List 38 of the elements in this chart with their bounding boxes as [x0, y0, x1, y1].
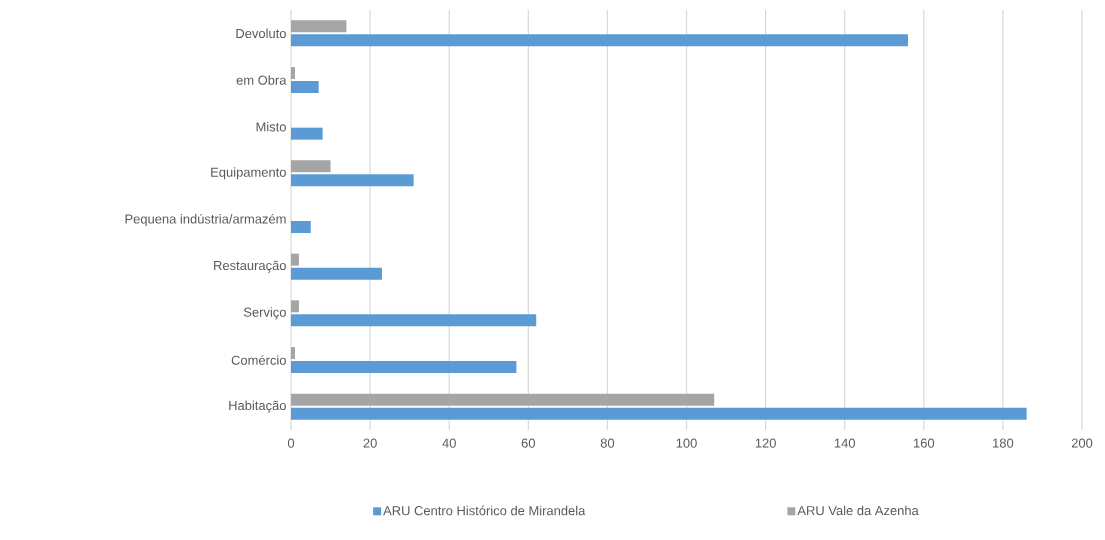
- bar: [291, 20, 347, 33]
- x-tick-label: 80: [600, 438, 615, 448]
- legend-label: ARU Vale da Azenha: [797, 505, 919, 516]
- x-tick-label: 140: [834, 438, 856, 448]
- y-tick-label: Pequena indústria/armazém: [125, 213, 286, 227]
- legend-label: ARU Centro Histórico de Mirandela: [383, 505, 586, 516]
- x-tick-label: 20: [363, 438, 377, 448]
- bar: [291, 34, 908, 47]
- x-tick-label: 40: [442, 438, 456, 448]
- bar: [291, 127, 323, 140]
- bar: [291, 300, 299, 313]
- bar: [291, 221, 311, 233]
- x-tick-label: 0: [287, 438, 295, 448]
- x-tick-label: 60: [521, 438, 535, 448]
- x-tick-label: 200: [1071, 438, 1093, 448]
- bar: [291, 347, 295, 360]
- bar: [291, 267, 382, 280]
- bar: [291, 407, 1027, 420]
- y-tick-label: Equipamento: [211, 167, 286, 180]
- x-tick-label: 100: [676, 438, 697, 448]
- bar: [291, 393, 715, 406]
- bar: [291, 253, 299, 266]
- y-tick-label: em Obra: [236, 75, 287, 85]
- bar: [291, 67, 295, 80]
- y-tick-label: Devoluto: [236, 28, 286, 39]
- bar: [291, 174, 414, 187]
- y-tick-label: Comércio: [231, 355, 286, 365]
- bar: [291, 160, 331, 173]
- y-tick-label: Restauração: [214, 260, 286, 273]
- x-tick-label: 160: [913, 438, 935, 448]
- bar: [291, 361, 517, 373]
- y-tick-label: Misto: [256, 121, 286, 132]
- y-tick-label: Serviço: [243, 307, 286, 320]
- y-tick-label: Habitação: [229, 400, 286, 413]
- x-tick-label: 180: [993, 438, 1014, 448]
- x-tick-label: 120: [755, 438, 776, 448]
- bar: [291, 81, 319, 93]
- bar: [291, 314, 537, 327]
